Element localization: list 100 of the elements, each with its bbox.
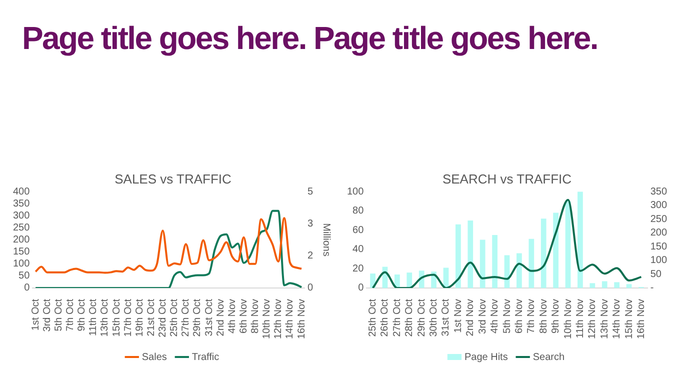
bar bbox=[456, 224, 461, 288]
text: Page title goes here. Page title goes here. bbox=[21, 19, 598, 58]
x-tick-label: 31st Oct bbox=[204, 298, 215, 336]
x-tick-label: 13th Nov bbox=[599, 298, 610, 340]
x-tick-label: 19th Oct bbox=[134, 298, 146, 337]
y-tick-label: 80 bbox=[352, 206, 364, 217]
x-tick-label: 14th Nov bbox=[612, 298, 623, 340]
x-tick-label: 1st Oct bbox=[30, 298, 42, 331]
y-tick-label: 300 bbox=[12, 210, 30, 222]
y-tick-label: 20 bbox=[352, 263, 364, 274]
x-tick-label: 14th Nov bbox=[284, 298, 296, 340]
line-series bbox=[372, 198, 642, 288]
x-tick-label: 8th Nov bbox=[250, 298, 262, 334]
chart-title: SEARCH vs TRAFFIC bbox=[442, 171, 572, 186]
x-tick-label: 27th Oct bbox=[180, 298, 192, 337]
x-tick-label: 8th Nov bbox=[538, 298, 550, 334]
x-tick-label: 9th Oct bbox=[76, 298, 88, 332]
legend-label: Search bbox=[532, 352, 565, 363]
x-tick-label: 28th Oct bbox=[404, 298, 416, 337]
legend-label: Page Hits bbox=[464, 352, 508, 363]
y2-tick-label: 3 bbox=[307, 218, 314, 230]
bar bbox=[590, 283, 596, 288]
x-tick-label: 2nd Nov bbox=[465, 298, 476, 336]
x-tick-label: 10th Nov bbox=[562, 298, 574, 340]
x-tick-label: 7th Nov bbox=[526, 298, 538, 334]
y-tick-label: 100 bbox=[346, 186, 364, 198]
x-tick-label: 6th Nov bbox=[238, 298, 250, 334]
y-tick-label: 400 bbox=[12, 186, 30, 198]
x-tick-label: 12th Nov bbox=[273, 298, 284, 340]
x-tick-label: 11th Oct bbox=[88, 298, 100, 336]
y2-tick-label: 350 bbox=[650, 186, 668, 198]
y-tick-label: 60 bbox=[352, 224, 364, 236]
y2-tick-label: 250 bbox=[650, 214, 668, 225]
y-tick-label: 50 bbox=[18, 270, 30, 282]
x-tick-label: 15th Oct bbox=[111, 298, 122, 337]
y-tick-label: 0 bbox=[24, 282, 30, 294]
x-tick-label: 15th Nov bbox=[624, 298, 635, 340]
x-tick-label: 30th Oct bbox=[428, 298, 440, 337]
y2-tick-label: 300 bbox=[650, 200, 668, 212]
y2-tick-label: 5 bbox=[307, 186, 314, 198]
bar bbox=[480, 240, 486, 288]
y2-tick-label: - bbox=[650, 282, 654, 294]
x-tick-label: 29th Oct bbox=[416, 298, 428, 337]
x-tick-label: 23rd Oct bbox=[158, 298, 169, 338]
x-tick-label: 25th Oct bbox=[169, 298, 180, 337]
y-tick-label: 250 bbox=[12, 222, 30, 234]
legend-label: Sales bbox=[142, 352, 167, 363]
y2-tick-label: 200 bbox=[650, 228, 668, 239]
bar bbox=[602, 281, 608, 288]
x-tick-label: 5th Oct bbox=[53, 298, 64, 332]
y-tick-label: 200 bbox=[12, 234, 30, 246]
y2-tick-label: 150 bbox=[650, 241, 668, 252]
y-tick-label: 0 bbox=[358, 282, 364, 294]
legend-label: Traffic bbox=[192, 352, 220, 363]
bar bbox=[492, 234, 498, 288]
y2-tick-label: 50 bbox=[650, 268, 662, 280]
x-tick-label: 21st Oct bbox=[146, 298, 157, 336]
x-tick-label: 25th Oct bbox=[368, 298, 379, 337]
chart-title: SALES vs TRAFFIC bbox=[114, 171, 232, 186]
x-tick-label: 7th Oct bbox=[65, 298, 76, 332]
y2-tick-label: 2 bbox=[307, 250, 314, 262]
x-tick-label: 26th Oct bbox=[380, 298, 391, 337]
bar bbox=[614, 282, 620, 288]
x-tick-label: 10th Nov bbox=[262, 298, 273, 340]
x-tick-label: 17th Oct bbox=[122, 298, 134, 337]
x-tick-label: 31st Oct bbox=[440, 298, 452, 336]
x-tick-label: 13th Oct bbox=[100, 298, 111, 337]
y-tick-label: 350 bbox=[12, 198, 30, 210]
x-tick-label: 6th Nov bbox=[514, 298, 525, 334]
x-tick-label: 2nd Nov bbox=[215, 298, 226, 336]
y2-tick-label: 100 bbox=[650, 255, 668, 266]
bar bbox=[565, 201, 571, 288]
x-tick-label: 16th Nov bbox=[296, 298, 308, 340]
y-tick-label: 150 bbox=[12, 246, 30, 258]
x-tick-label: 11th Nov bbox=[574, 298, 586, 338]
x-tick-label: 12th Nov bbox=[587, 298, 598, 340]
bar bbox=[516, 253, 522, 288]
x-tick-label: 27th Oct bbox=[392, 298, 403, 337]
bar bbox=[578, 192, 583, 288]
x-tick-label: 9th Nov bbox=[550, 298, 562, 334]
x-tick-label: 3rd Nov bbox=[477, 298, 488, 334]
y-tick-label: 40 bbox=[352, 244, 364, 256]
line-series bbox=[34, 210, 303, 288]
bar bbox=[406, 272, 412, 288]
y2-axis-title: Millions bbox=[320, 223, 332, 256]
x-tick-label: 4th Nov bbox=[226, 298, 238, 334]
y-tick-label: 100 bbox=[12, 258, 30, 270]
x-tick-label: 4th Nov bbox=[490, 298, 501, 334]
x-tick-label: 16th Nov bbox=[636, 298, 647, 340]
bar bbox=[468, 220, 474, 288]
x-tick-label: 29th Oct bbox=[192, 298, 204, 337]
x-tick-label: 5th Nov bbox=[502, 298, 513, 334]
x-tick-label: 3rd Oct bbox=[42, 298, 53, 332]
bar bbox=[626, 284, 632, 288]
x-tick-label: 1st Nov bbox=[452, 298, 464, 333]
y2-tick-label: 0 bbox=[307, 282, 314, 294]
bar bbox=[553, 212, 558, 288]
bar bbox=[540, 218, 546, 288]
line-series bbox=[34, 217, 303, 274]
bar bbox=[528, 238, 534, 288]
